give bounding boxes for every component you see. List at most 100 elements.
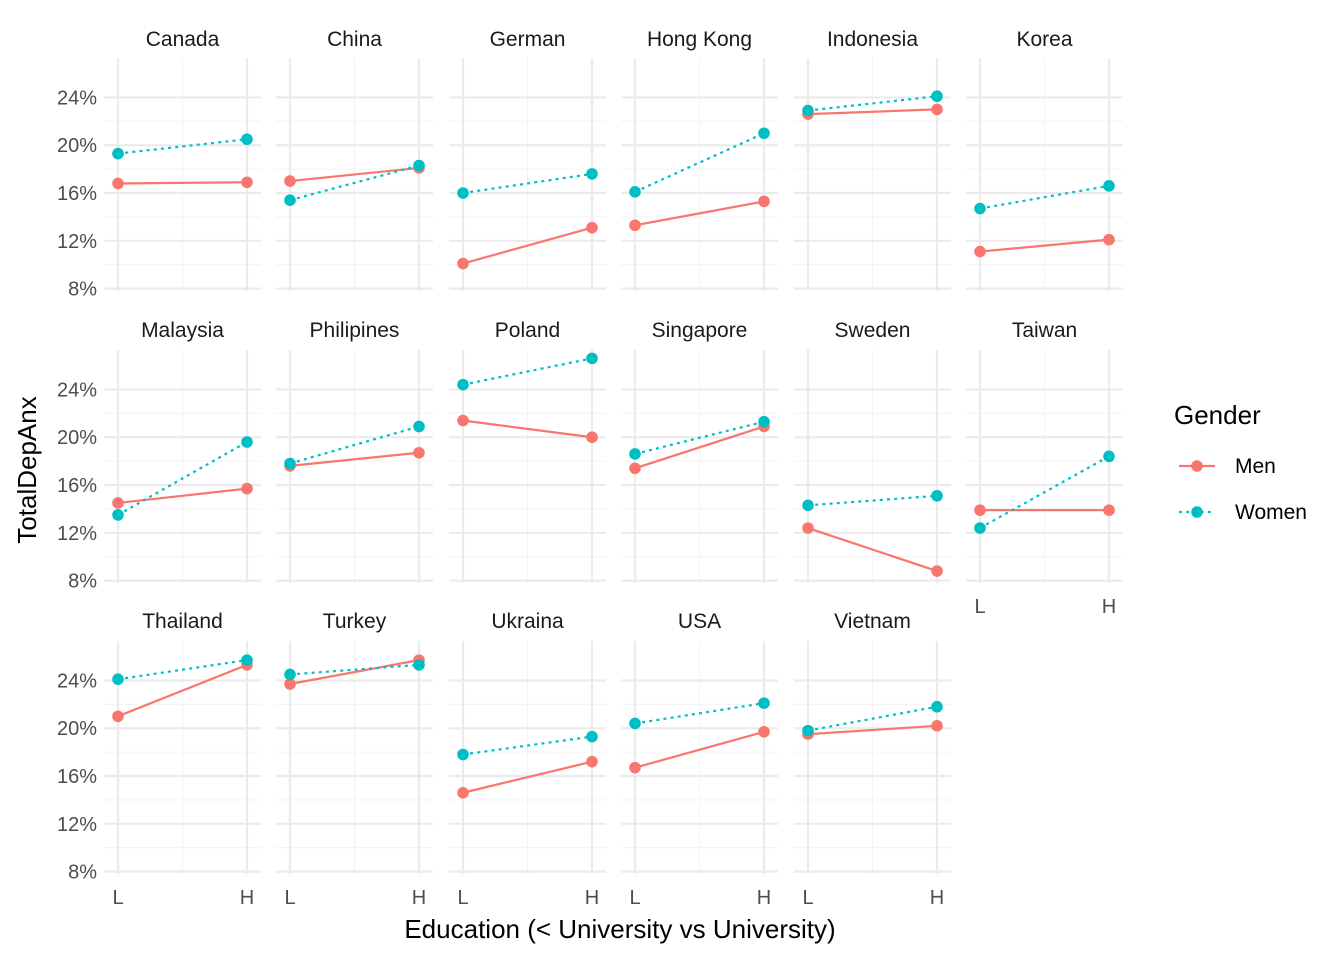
panel-german: German xyxy=(449,28,606,291)
facet-title: Canada xyxy=(146,28,220,51)
data-point-men xyxy=(931,720,943,732)
data-point-men xyxy=(112,497,124,509)
data-point-women xyxy=(284,457,296,470)
facet-title: Thailand xyxy=(142,610,223,633)
data-point-women xyxy=(758,127,770,140)
facet-title: Hong Kong xyxy=(647,28,752,51)
facet-title: Poland xyxy=(495,319,560,342)
data-point-women xyxy=(758,697,770,709)
x-tick-label: H xyxy=(1102,596,1116,618)
data-point-women xyxy=(413,659,425,671)
x-tick-label: L xyxy=(802,887,813,909)
data-point-men xyxy=(457,786,469,799)
data-point-men xyxy=(586,431,598,444)
data-point-women xyxy=(457,748,469,761)
data-point-women xyxy=(931,489,943,502)
data-point-men xyxy=(974,245,986,258)
data-point-women xyxy=(931,90,943,103)
series-line-women xyxy=(117,441,248,516)
series-line-women xyxy=(462,172,593,195)
facet-title: Taiwan xyxy=(1012,319,1077,342)
data-point-men xyxy=(1103,504,1115,516)
series-line-men xyxy=(289,451,420,467)
data-point-women xyxy=(629,448,641,460)
data-point-men xyxy=(974,504,986,516)
series-line-women xyxy=(807,705,938,732)
y-tick-label: 12% xyxy=(57,231,97,253)
y-tick-label: 24% xyxy=(57,379,97,401)
series-line-men xyxy=(117,487,248,505)
series-line-men xyxy=(634,425,765,470)
legend-key-point xyxy=(1191,506,1203,518)
series-line-women xyxy=(462,357,593,386)
series-line-men xyxy=(289,659,420,686)
panel-hong-kong: Hong Kong xyxy=(621,28,778,291)
data-point-men xyxy=(241,176,253,189)
x-tick-label: L xyxy=(284,887,295,909)
panel-canada: Canada 8% 12% 16% 20% 24% xyxy=(57,28,261,301)
series-line-men xyxy=(807,108,938,116)
series-line-men xyxy=(634,730,765,769)
series-line-women xyxy=(634,702,765,725)
facet-title: China xyxy=(327,28,382,51)
y-tick-label: 12% xyxy=(57,523,97,545)
facet-title: Malaysia xyxy=(141,319,224,342)
x-tick-label: H xyxy=(930,887,944,909)
panel-korea: Korea xyxy=(966,28,1123,291)
data-point-men xyxy=(802,522,814,534)
data-point-men xyxy=(758,726,770,738)
x-tick-label: L xyxy=(974,596,985,618)
data-point-men xyxy=(112,710,124,723)
series-line-women xyxy=(807,95,938,112)
legend-entry-men: Men xyxy=(1179,455,1276,478)
data-point-women xyxy=(802,724,814,737)
y-tick-label: 8% xyxy=(68,862,97,884)
data-point-men xyxy=(457,257,469,270)
x-tick-label: H xyxy=(412,887,426,909)
data-point-women xyxy=(241,654,253,666)
series-line-men xyxy=(289,166,420,183)
panel-vietnam: Vietnam L H xyxy=(794,610,951,909)
panel-taiwan: Taiwan L H xyxy=(966,319,1123,618)
panel-poland: Poland xyxy=(449,319,606,583)
data-point-women xyxy=(1103,180,1115,192)
series-line-women xyxy=(117,659,248,681)
data-point-men xyxy=(112,177,124,190)
data-point-men xyxy=(629,462,641,475)
legend-label: Women xyxy=(1235,501,1307,524)
panel-ukraina: Ukraina L H xyxy=(449,610,606,909)
data-point-women xyxy=(241,133,253,146)
data-point-women xyxy=(974,522,986,534)
facet-title: Sweden xyxy=(835,319,911,342)
data-point-women xyxy=(758,415,770,428)
data-point-women xyxy=(629,717,641,730)
series-line-men xyxy=(634,200,765,227)
facet-title: USA xyxy=(678,610,721,633)
data-point-men xyxy=(586,221,598,234)
series-line-women xyxy=(462,735,593,756)
data-point-men xyxy=(758,195,770,208)
panel-thailand: Thailand 8% 12% 16% 20% 24% L H xyxy=(57,610,261,909)
series-line-men xyxy=(807,724,938,736)
y-tick-label: 8% xyxy=(68,279,97,301)
facet-title: Philipines xyxy=(310,319,400,342)
data-point-women xyxy=(586,168,598,180)
data-point-men xyxy=(284,175,296,187)
data-point-men xyxy=(586,755,598,768)
panel-indonesia: Indonesia xyxy=(794,28,951,291)
y-tick-label: 24% xyxy=(57,87,97,109)
y-tick-label: 20% xyxy=(57,718,97,740)
facet-title: Turkey xyxy=(323,610,387,633)
data-point-women xyxy=(802,499,814,512)
series-line-men xyxy=(979,238,1110,253)
series-line-men xyxy=(807,526,938,573)
data-point-men xyxy=(1103,233,1115,246)
data-point-men xyxy=(931,565,943,577)
x-tick-label: L xyxy=(629,887,640,909)
panel-singapore: Singapore xyxy=(621,319,778,583)
legend-key-point xyxy=(1191,460,1203,472)
data-point-women xyxy=(457,187,469,199)
y-tick-label: 16% xyxy=(57,475,97,497)
series-line-women xyxy=(979,455,1110,529)
data-point-women xyxy=(413,159,425,172)
